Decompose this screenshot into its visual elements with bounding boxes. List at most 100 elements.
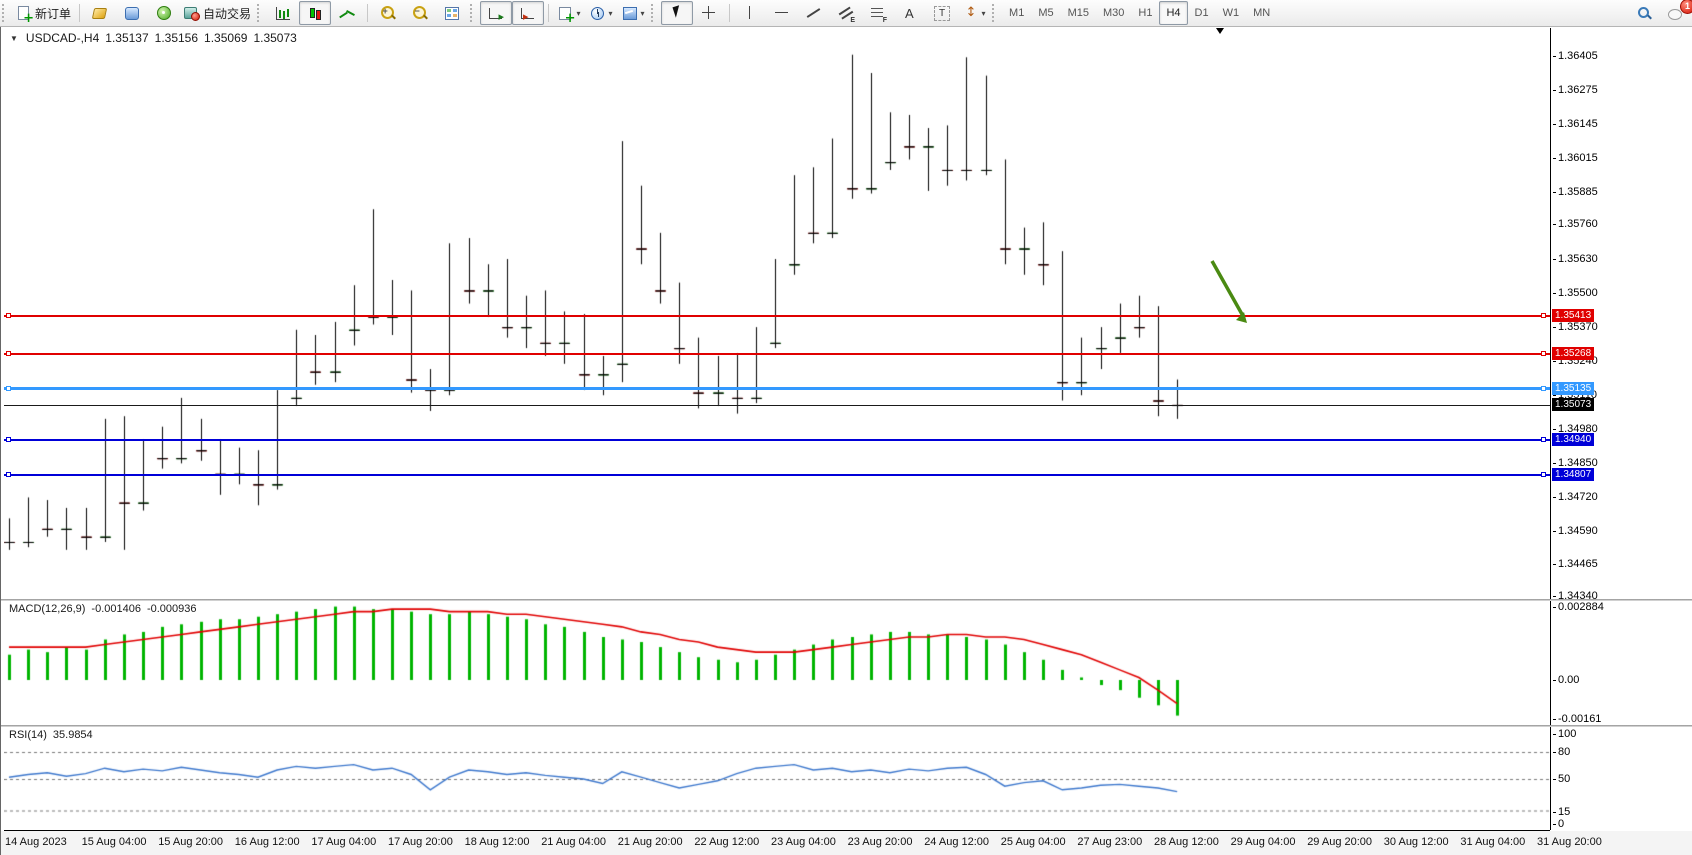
profiles-button[interactable] [116,1,148,25]
resistance-line-1-handle[interactable] [1541,313,1546,319]
support-line-blue-2[interactable] [4,473,1550,476]
price-tick: 1.36015 [1553,151,1598,164]
text-button[interactable] [894,1,926,25]
resistance-line-2-price-tag: 1.35268 [1552,347,1595,361]
time-label: 31 Aug 04:00 [1460,836,1526,848]
doc-plus-icon [16,5,34,25]
timeframe-button-mn[interactable]: MN [1253,7,1271,19]
macd-canvas[interactable] [4,601,1550,725]
toolbar-separator [79,4,81,22]
timeframe-button-m15[interactable]: M15 [1067,7,1089,19]
rsi-axis[interactable]: 100 80 50 15 0 [1550,727,1692,830]
scroll-end-marker-icon [1216,28,1224,34]
chart-wizard-button[interactable] [84,1,116,25]
timeframe-button-h4[interactable]: H4 [1159,1,1188,25]
support-line-blue-1[interactable] [4,438,1550,441]
resistance-line-1-handle[interactable] [6,313,11,319]
support-line-blue-2-handle[interactable] [1541,472,1546,478]
candles-icon [307,5,323,21]
periods-button[interactable]: ▾ [585,1,617,25]
time-axis[interactable]: 14 Aug 2023 15 Aug 04:00 15 Aug 20:00 16 Au… [1,831,1692,855]
cursor-button[interactable] [661,1,694,25]
timeframe-button-d1[interactable]: D1 [1194,7,1209,19]
text-label-button[interactable] [926,1,958,25]
timeframe-button-w1[interactable]: W1 [1222,7,1240,19]
time-label: 16 Aug 12:00 [234,836,300,848]
chat-icon [1668,5,1684,21]
support-line-blue-2-handle[interactable] [6,472,11,478]
time-label: 25 Aug 04:00 [1000,836,1066,848]
support-line-light-blue[interactable] [4,387,1550,391]
time-label: 18 Aug 12:00 [464,836,530,848]
crosshair-button[interactable] [693,1,725,25]
time-label: 14 Aug 2023 [5,836,67,848]
tile-windows-button[interactable] [436,1,468,25]
indicators-button[interactable]: ▾ [553,1,585,25]
chart-title: ▼ USDCAD-,H4 1.35137 1.35156 1.35069 1.3… [10,31,297,45]
symbol-menu-icon[interactable]: ▼ [10,33,18,43]
time-label: 31 Aug 20:00 [1537,836,1602,848]
timeframe-button-h1[interactable]: H1 [1138,7,1153,19]
resistance-line-2-handle[interactable] [6,351,11,357]
chart-shift-button[interactable] [512,1,545,25]
support-line-blue-1-handle[interactable] [6,437,11,443]
search-button[interactable] [1628,1,1660,25]
horizontal-line-button[interactable] [766,1,798,25]
time-label: 23 Aug 04:00 [771,836,836,848]
dropdown-caret-icon: ▾ [576,8,581,18]
rsi-canvas[interactable] [4,727,1550,830]
templates-button[interactable]: ▾ [617,1,649,25]
bar-chart-button[interactable] [267,1,299,25]
resistance-line-1[interactable] [4,314,1550,317]
bar-high: 1.35156 [154,31,199,45]
equidistant-channel-button[interactable] [830,1,862,25]
indicators-icon [558,5,576,25]
price-tick: 1.34850 [1553,456,1598,469]
price-pane[interactable]: ▼ USDCAD-,H4 1.35137 1.35156 1.35069 1.3… [4,28,1550,599]
auto-trading-button[interactable]: 自动交易 [180,1,255,25]
rsi-tick: 0 [1552,817,1565,830]
timeframe-button-m5[interactable]: M5 [1038,7,1054,19]
auto-scroll-button[interactable] [480,1,513,25]
macd-value: -0.001406 [91,603,141,615]
pane-splitter[interactable] [1,725,1692,727]
support-line-blue-1-handle[interactable] [1541,437,1546,443]
macd-tick: 0.00 [1552,673,1580,686]
vertical-line-button[interactable] [734,1,766,25]
rsi-pane[interactable]: RSI(14) 35.9854 [4,727,1550,831]
fibonacci-button[interactable] [862,1,894,25]
support-line-light-blue-handle[interactable] [6,386,11,392]
support-line-light-blue-handle[interactable] [1541,386,1546,392]
trendline-button[interactable] [798,1,830,25]
resistance-line-2-handle[interactable] [1541,351,1546,357]
candlestick-chart-button[interactable] [299,1,332,25]
price-axis[interactable]: 1.36405 1.36275 1.36145 1.36015 1.35885 1.357… [1550,28,1692,602]
support-line-light-blue-price-tag: 1.35135 [1552,382,1595,396]
price-tick: 1.34465 [1553,557,1598,570]
rsi-tick: 100 [1552,728,1577,740]
timeframe-button-m1[interactable]: M1 [1009,7,1025,19]
time-label: 30 Aug 12:00 [1383,836,1449,848]
time-label: 27 Aug 23:00 [1077,836,1143,848]
resistance-line-2[interactable] [4,352,1550,355]
timeframe-button-m30[interactable]: M30 [1103,7,1125,19]
rsi-tick: 80 [1552,745,1571,758]
zoom-out-button[interactable]: − [404,1,436,25]
search-icon [1636,5,1652,21]
macd-axis[interactable]: 0.002884 0.00 -0.00161 [1550,601,1692,725]
bid-price-line [4,404,1550,406]
signals-button[interactable] [148,1,180,25]
bar-low: 1.35069 [204,31,248,45]
toolbar-separator [729,4,731,22]
pane-splitter[interactable] [1,599,1692,601]
arrows-button[interactable]: ▾ [958,1,990,25]
chart-window: ▼ USDCAD-,H4 1.35137 1.35156 1.35069 1.3… [0,27,1692,855]
zoomout-glyph: − [414,5,420,16]
notifications-button[interactable]: 1 [1660,0,1692,25]
trendline-icon [806,5,822,21]
new-order-button[interactable]: 新订单 [12,1,75,25]
zoom-in-button[interactable]: + [372,1,404,25]
candlestick-canvas[interactable] [4,28,1550,599]
line-chart-button[interactable] [331,1,363,25]
macd-pane[interactable]: MACD(12,26,9) -0.001406 -0.000936 [4,601,1550,725]
